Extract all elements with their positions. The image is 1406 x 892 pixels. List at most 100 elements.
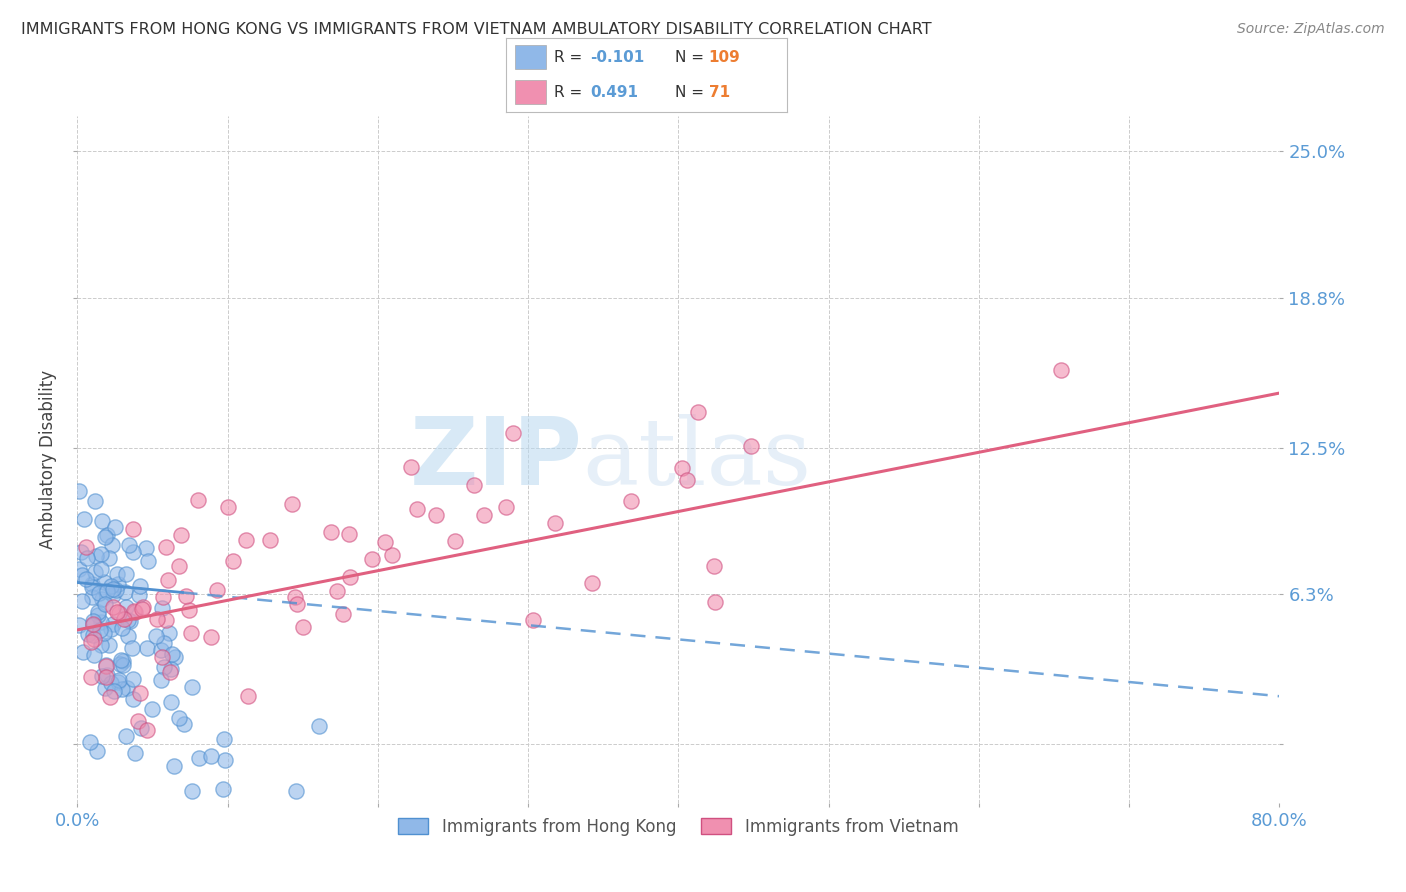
Point bbox=[90, 615, 112, 629]
Point bbox=[620, 494, 643, 508]
Point bbox=[405, 501, 427, 516]
FancyBboxPatch shape bbox=[515, 45, 546, 69]
Point bbox=[214, 753, 236, 767]
Point bbox=[82, 614, 104, 628]
Point bbox=[87, 605, 110, 619]
Point bbox=[117, 613, 139, 627]
Y-axis label: Ambulatory Disability: Ambulatory Disability bbox=[39, 370, 58, 549]
Point bbox=[200, 630, 222, 644]
Point bbox=[180, 680, 202, 694]
Point bbox=[236, 689, 259, 703]
Point bbox=[107, 675, 129, 690]
Point bbox=[704, 595, 727, 609]
Point bbox=[103, 600, 125, 615]
Point bbox=[544, 516, 567, 530]
Point bbox=[105, 567, 128, 582]
Point bbox=[108, 673, 131, 687]
Text: 109: 109 bbox=[709, 50, 741, 64]
Point bbox=[104, 520, 127, 534]
Point bbox=[90, 638, 112, 652]
Point bbox=[121, 672, 143, 686]
Point bbox=[80, 635, 103, 649]
Point bbox=[688, 405, 710, 419]
Point bbox=[86, 744, 108, 758]
Point bbox=[70, 568, 93, 582]
Point bbox=[319, 524, 342, 539]
Point bbox=[83, 632, 105, 646]
Point bbox=[107, 577, 129, 591]
Point bbox=[76, 627, 98, 641]
Point bbox=[90, 591, 112, 606]
Point bbox=[89, 586, 111, 600]
Point bbox=[105, 582, 128, 597]
Point bbox=[94, 670, 117, 684]
Point bbox=[70, 594, 93, 608]
Point bbox=[115, 729, 138, 743]
Point bbox=[89, 624, 111, 638]
Point bbox=[124, 746, 146, 760]
Point bbox=[127, 714, 149, 729]
Point bbox=[94, 659, 117, 673]
Point bbox=[96, 528, 118, 542]
Point bbox=[165, 649, 187, 664]
Point bbox=[173, 717, 195, 731]
Point bbox=[114, 566, 136, 581]
Point bbox=[381, 548, 404, 562]
Point bbox=[128, 588, 150, 602]
Point bbox=[101, 538, 124, 552]
Point bbox=[91, 669, 114, 683]
Point bbox=[129, 579, 152, 593]
Point bbox=[160, 695, 183, 709]
Point bbox=[129, 721, 152, 735]
Text: atlas: atlas bbox=[582, 415, 811, 504]
Point bbox=[259, 533, 281, 547]
Point bbox=[160, 647, 183, 661]
Point bbox=[281, 497, 304, 511]
Point bbox=[522, 613, 544, 627]
Point bbox=[122, 604, 145, 618]
Point bbox=[212, 732, 235, 747]
Point bbox=[284, 784, 307, 798]
Point bbox=[129, 686, 152, 700]
Point bbox=[118, 538, 141, 552]
Point bbox=[117, 681, 139, 695]
Point bbox=[332, 607, 354, 621]
Point bbox=[122, 545, 145, 559]
Point bbox=[463, 478, 485, 492]
Point bbox=[73, 512, 96, 526]
Point bbox=[284, 590, 307, 604]
Point bbox=[444, 534, 467, 549]
Point bbox=[93, 597, 115, 611]
Point bbox=[153, 635, 176, 649]
Text: IMMIGRANTS FROM HONG KONG VS IMMIGRANTS FROM VIETNAM AMBULATORY DISABILITY CORRE: IMMIGRANTS FROM HONG KONG VS IMMIGRANTS … bbox=[21, 22, 932, 37]
Point bbox=[105, 605, 128, 619]
Point bbox=[84, 494, 107, 508]
Point bbox=[79, 735, 101, 749]
Point bbox=[83, 648, 105, 662]
Point bbox=[75, 540, 97, 554]
Point bbox=[83, 566, 105, 580]
Point bbox=[146, 612, 169, 626]
Point bbox=[472, 508, 495, 522]
Point bbox=[93, 575, 115, 590]
Point bbox=[112, 612, 135, 626]
Point bbox=[100, 622, 122, 636]
Point bbox=[121, 641, 143, 656]
Point bbox=[93, 625, 115, 640]
Point bbox=[107, 606, 129, 620]
Point bbox=[108, 657, 131, 671]
Point bbox=[502, 425, 524, 440]
Point bbox=[145, 630, 167, 644]
Point bbox=[157, 625, 180, 640]
Point bbox=[80, 580, 103, 594]
Point bbox=[110, 653, 132, 667]
Point bbox=[132, 600, 155, 615]
Point bbox=[69, 618, 91, 632]
Point bbox=[94, 657, 117, 672]
Point bbox=[111, 681, 134, 696]
Point bbox=[82, 617, 104, 632]
Point bbox=[136, 554, 159, 568]
Point bbox=[67, 484, 90, 499]
Point bbox=[170, 527, 193, 541]
Point bbox=[122, 522, 145, 536]
